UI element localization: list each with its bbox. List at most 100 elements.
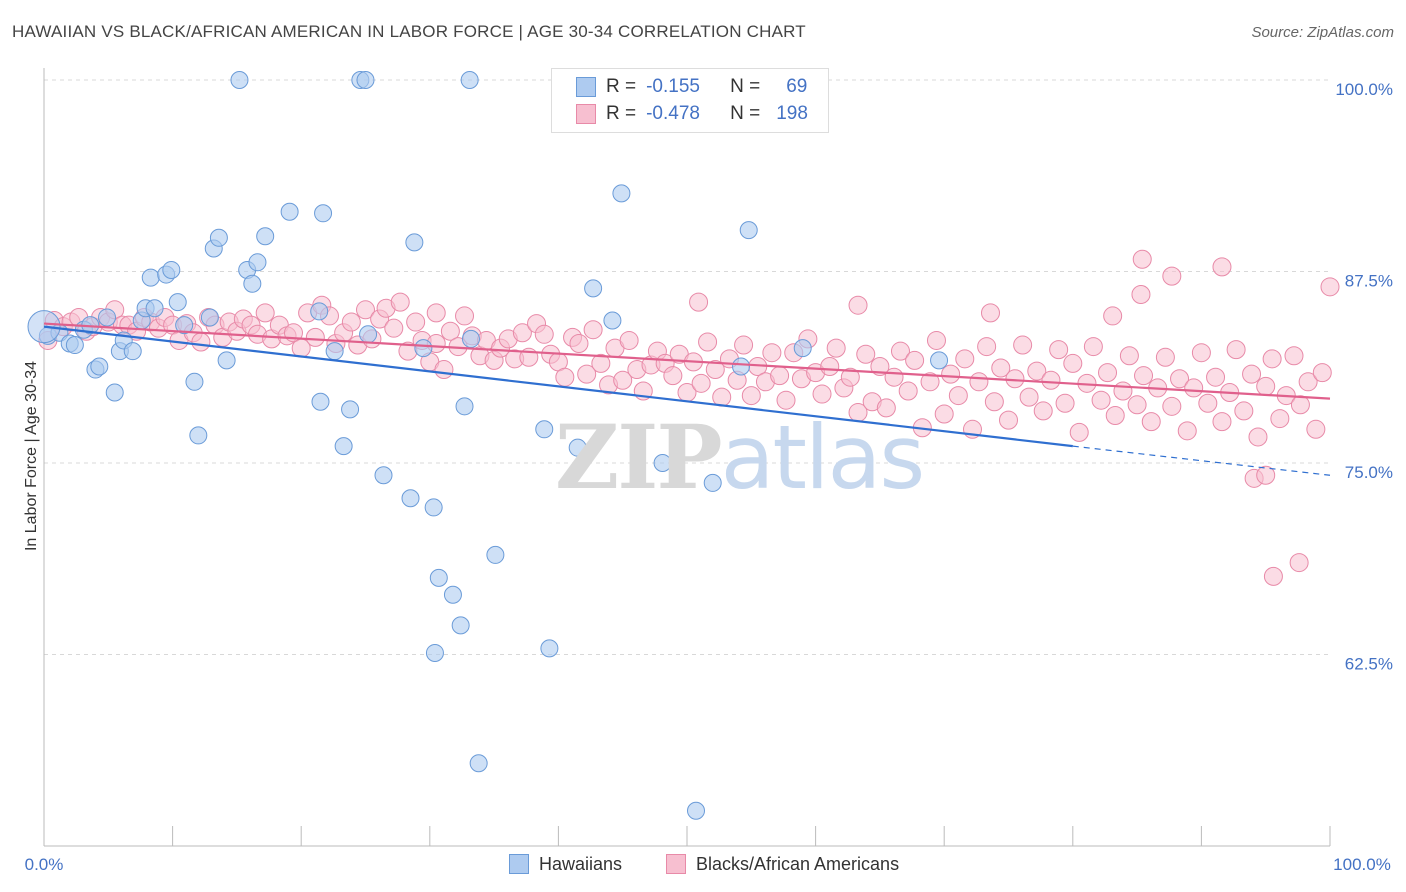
r-value: -0.478: [646, 103, 700, 124]
data-point-hawaiians: [486, 545, 505, 564]
data-point-blacks: [384, 318, 404, 338]
r-value: -0.155: [646, 76, 700, 97]
data-point-hawaiians: [424, 498, 443, 517]
trend-line-hawaiians-extension: [1072, 445, 1331, 476]
data-point-hawaiians: [65, 336, 84, 355]
data-point-hawaiians: [425, 643, 444, 662]
data-point-hawaiians: [568, 438, 587, 457]
data-point-blacks: [390, 292, 410, 312]
data-point-blacks: [1063, 353, 1083, 373]
data-point-blacks: [980, 303, 1000, 323]
data-point-blacks: [969, 372, 989, 392]
data-point-hawaiians: [141, 268, 160, 287]
data-point-blacks: [948, 386, 968, 406]
data-point-hawaiians: [248, 253, 267, 272]
data-point-hawaiians: [405, 233, 424, 252]
data-point-hawaiians: [429, 568, 448, 587]
data-point-hawaiians: [540, 639, 559, 658]
data-point-blacks: [1206, 367, 1226, 387]
data-point-blacks: [848, 295, 868, 315]
y-tick-label: 100.0%: [1335, 80, 1393, 99]
data-point-blacks: [1226, 340, 1246, 360]
data-point-blacks: [1270, 409, 1290, 429]
x-tick-label: 0.0%: [25, 855, 64, 874]
series-blacks-points: [38, 249, 1340, 586]
data-point-blacks: [820, 356, 840, 376]
data-point-blacks: [1132, 249, 1152, 269]
data-point-blacks: [1162, 396, 1182, 416]
y-tick-label: 75.0%: [1345, 463, 1393, 482]
data-point-blacks: [1098, 363, 1118, 383]
data-point-hawaiians: [732, 357, 751, 376]
data-point-blacks: [1320, 277, 1340, 297]
data-point-blacks: [255, 303, 275, 323]
data-point-hawaiians: [145, 299, 164, 318]
data-point-blacks: [870, 356, 890, 376]
data-point-hawaiians: [584, 279, 603, 298]
data-point-blacks: [1019, 387, 1039, 407]
data-point-blacks: [934, 404, 954, 424]
data-point-blacks: [1256, 465, 1276, 485]
data-point-blacks: [734, 335, 754, 355]
trend-line-hawaiians: [43, 325, 1073, 448]
data-point-blacks: [1234, 401, 1254, 421]
data-point-blacks: [305, 327, 325, 347]
legend-swatch-hawaiians: [576, 77, 596, 97]
data-point-blacks: [569, 334, 589, 354]
data-point-blacks: [1013, 335, 1033, 355]
trend-lines: [43, 322, 1331, 476]
data-point-blacks: [1033, 401, 1053, 421]
data-point-blacks: [890, 341, 910, 361]
data-point-blacks: [1248, 427, 1268, 447]
data-point-hawaiians: [175, 316, 194, 335]
data-point-blacks: [455, 306, 475, 326]
legend-item-hawaiians: Hawaiians: [509, 852, 622, 876]
data-point-hawaiians: [189, 426, 208, 445]
data-point-hawaiians: [374, 466, 393, 485]
data-point-hawaiians: [243, 274, 262, 293]
data-point-hawaiians: [98, 308, 117, 327]
data-point-blacks: [440, 321, 460, 341]
n-value: 198: [776, 103, 808, 124]
data-point-blacks: [512, 323, 532, 343]
legend-item-blacks: Blacks/African Americans: [666, 852, 899, 876]
data-point-blacks: [920, 372, 940, 392]
data-point-blacks: [555, 367, 575, 387]
data-point-hawaiians: [461, 329, 480, 348]
trend-line-blacks: [43, 322, 1331, 400]
data-point-hawaiians: [443, 585, 462, 604]
data-point-hawaiians: [356, 71, 375, 89]
data-point-blacks: [762, 343, 782, 363]
data-point-blacks: [1041, 370, 1061, 390]
correlation-legend: R = -0.155 N = 69 R = -0.478 N = 198: [551, 68, 829, 133]
data-point-hawaiians: [311, 392, 330, 411]
data-point-blacks: [577, 364, 597, 384]
n-label: N =: [730, 76, 761, 97]
data-point-blacks: [1212, 257, 1232, 277]
data-point-blacks: [583, 320, 603, 340]
data-point-hawaiians: [217, 351, 236, 370]
series-hawaiians-points: [27, 71, 949, 820]
data-point-blacks: [1177, 421, 1197, 441]
data-point-blacks: [1005, 369, 1025, 389]
data-point-blacks: [991, 358, 1011, 378]
data-point-blacks: [884, 367, 904, 387]
data-point-hawaiians: [310, 302, 329, 321]
data-point-blacks: [1191, 343, 1211, 363]
data-point-hawaiians: [256, 227, 275, 246]
y-tick-label: 62.5%: [1345, 655, 1393, 674]
data-point-blacks: [1242, 364, 1262, 384]
data-point-blacks: [898, 381, 918, 401]
data-point-blacks: [1134, 366, 1154, 386]
data-point-blacks: [1298, 372, 1318, 392]
data-point-blacks: [1103, 306, 1123, 326]
data-point-hawaiians: [162, 260, 181, 279]
n-value: 69: [786, 76, 808, 97]
data-point-blacks: [977, 337, 997, 357]
data-point-blacks: [356, 300, 375, 320]
data-point-blacks: [1284, 346, 1304, 366]
data-point-hawaiians: [325, 342, 344, 361]
data-point-blacks: [1069, 422, 1089, 442]
data-point-blacks: [741, 386, 761, 406]
data-point-blacks: [941, 364, 961, 384]
